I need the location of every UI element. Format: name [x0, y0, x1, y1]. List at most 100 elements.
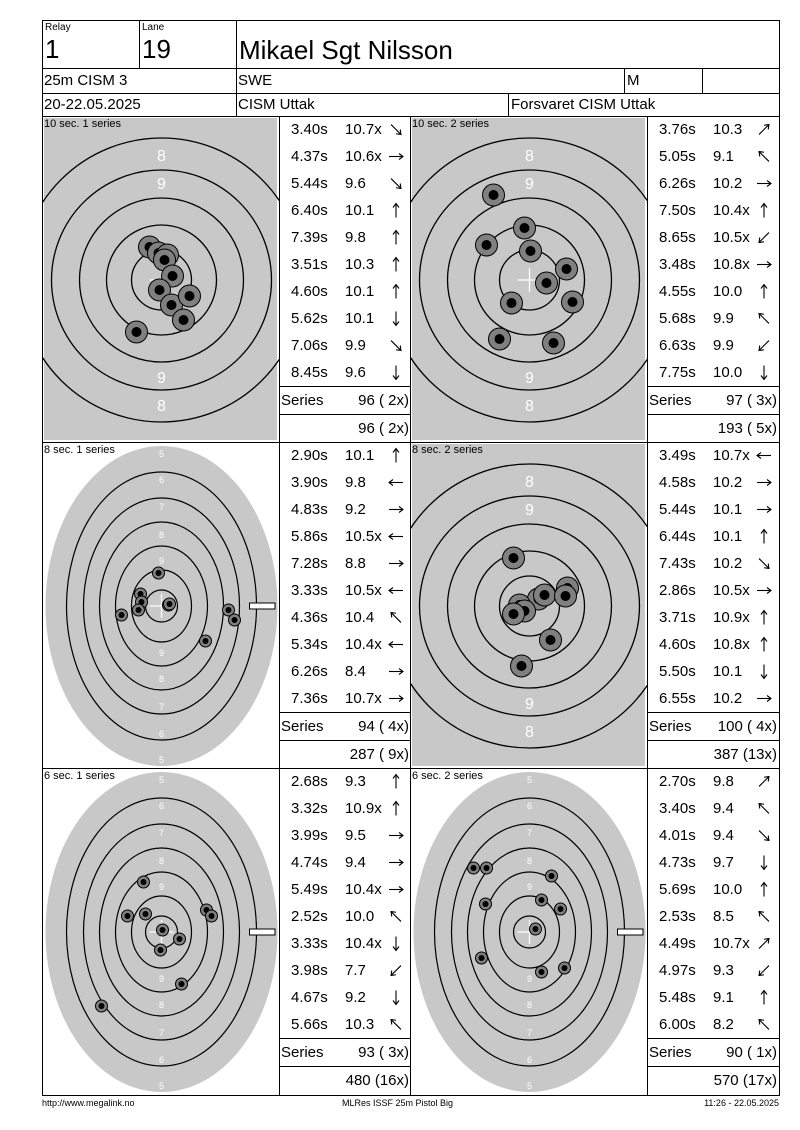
score-ring	[482, 871, 577, 993]
series-row: Series 96 ( 2x)	[281, 387, 409, 414]
shot-hole	[132, 603, 145, 617]
series-row: Series 97 ( 3x)	[649, 387, 777, 414]
shot-hole	[479, 897, 492, 911]
shot-row: 6.26s 10.2	[647, 170, 779, 197]
series-label: Series	[649, 1044, 692, 1061]
shot-time: 2.53s	[659, 908, 696, 925]
footer-url: http://www.megalink.no	[42, 1098, 135, 1108]
shot-hole	[148, 278, 171, 302]
score-ring	[498, 895, 561, 969]
direction-arrow-icon	[757, 180, 772, 187]
direction-arrow-icon	[389, 886, 404, 893]
shot-row: 5.62s 10.1	[279, 305, 411, 332]
ring-number: 5	[159, 775, 164, 785]
ring-number: 9	[159, 974, 164, 984]
shot-row: 3.32s 10.9x	[279, 795, 411, 822]
direction-arrow-icon	[388, 587, 403, 594]
shot-row: 3.33s 10.4x	[279, 930, 411, 957]
shot-time: 3.40s	[291, 121, 328, 138]
shot-score: 10.7x	[345, 690, 382, 707]
shot-row: 2.86s 10.5x	[647, 577, 779, 604]
shot-score: 8.2	[713, 1016, 734, 1033]
shot-score: 7.7	[345, 962, 366, 979]
shot-row: 3.98s 7.7	[279, 957, 411, 984]
shot-time: 4.36s	[291, 609, 328, 626]
shot-row: 2.53s 8.5	[647, 903, 779, 930]
shot-hole	[152, 566, 165, 580]
shot-row: 5.44s 10.1	[647, 496, 779, 523]
target-4: 8 9 9 8 8 sec. 2 series	[410, 444, 647, 766]
shot-row: 4.58s 10.2	[647, 469, 779, 496]
shot-time: 4.60s	[291, 283, 328, 300]
shot-time: 7.75s	[659, 364, 696, 381]
shot-row: 6.63s 9.9	[647, 332, 779, 359]
shot-score: 10.4x	[345, 636, 382, 653]
shot-score: 10.2	[713, 175, 743, 192]
direction-arrow-icon	[392, 283, 400, 299]
shot-row: 5.68s 9.9	[647, 305, 779, 332]
direction-arrow-icon	[760, 664, 768, 680]
shot-hole	[502, 546, 525, 570]
shot-time: 5.50s	[659, 663, 696, 680]
shot-hole	[558, 961, 571, 975]
series-total: 97 ( 3x)	[726, 392, 777, 409]
shot-row: 4.74s 9.4	[279, 849, 411, 876]
direction-arrow-icon	[388, 533, 403, 540]
shot-row: 3.51s 10.3	[279, 251, 411, 278]
shot-row: 6.44s 10.1	[647, 523, 779, 550]
ring-number: 9	[159, 556, 164, 566]
direction-arrow-icon	[389, 153, 404, 160]
shot-hole	[539, 628, 562, 652]
direction-arrow-icon	[760, 365, 768, 381]
shot-time: 2.70s	[659, 773, 696, 790]
shot-row: 7.75s 10.0	[647, 359, 779, 386]
shot-hole	[222, 603, 235, 617]
ring-number: 5	[159, 1081, 164, 1091]
direction-arrow-icon	[390, 340, 402, 352]
cumulative-total: 570 (17x)	[649, 1067, 777, 1094]
shot-score: 10.0	[713, 881, 743, 898]
nation-code: SWE	[238, 72, 273, 89]
direction-arrow-icon	[390, 178, 402, 190]
shot-score: 10.4x	[345, 935, 382, 952]
shot-score: 9.3	[345, 773, 366, 790]
shot-score: 10.4	[345, 609, 375, 626]
shot-time: 8.45s	[291, 364, 328, 381]
direction-arrow-icon	[392, 800, 400, 816]
shot-time: 4.58s	[659, 474, 696, 491]
shot-row: 7.50s 10.4x	[647, 197, 779, 224]
shot-row: 6.00s 8.2	[647, 1011, 779, 1038]
ring-number: 7	[159, 828, 164, 838]
ring-number: 5	[527, 1081, 532, 1091]
series-total: 90 ( 1x)	[726, 1044, 777, 1061]
direction-arrow-icon	[760, 881, 768, 897]
direction-arrow-icon	[758, 340, 770, 352]
shot-row: 4.37s 10.6x	[279, 143, 411, 170]
shot-hole	[173, 932, 186, 946]
shot-row: 5.49s 10.4x	[279, 876, 411, 903]
shot-time: 7.06s	[291, 337, 328, 354]
direction-arrow-icon	[758, 910, 770, 922]
shot-hole	[175, 977, 188, 991]
target-3: 5 5 6 6 7 7 8 8 9 9 8 sec. 1 series	[44, 444, 278, 766]
shot-score: 10.9x	[345, 800, 382, 817]
shot-score: 10.1	[345, 447, 375, 464]
series-title: 6 sec. 1 series	[44, 770, 115, 782]
shot-time: 3.33s	[291, 935, 328, 952]
ring-number: 8	[525, 148, 534, 165]
series-label: Series	[281, 392, 324, 409]
ring-number: 5	[159, 755, 164, 765]
shot-score: 10.1	[345, 283, 375, 300]
shot-time: 5.66s	[291, 1016, 328, 1033]
shot-row: 4.73s 9.7	[647, 849, 779, 876]
series-row: Series 93 ( 3x)	[281, 1039, 409, 1066]
shot-hole	[163, 597, 176, 611]
shot-row: 5.48s 9.1	[647, 984, 779, 1011]
shot-score: 10.7x	[713, 447, 750, 464]
shooter-name: Mikael Sgt Nilsson	[239, 35, 453, 65]
shot-time: 4.55s	[659, 283, 696, 300]
shot-row: 4.83s 9.2	[279, 496, 411, 523]
series-title: 8 sec. 2 series	[412, 444, 483, 456]
target-card	[412, 118, 645, 440]
shot-score: 10.5x	[345, 582, 382, 599]
